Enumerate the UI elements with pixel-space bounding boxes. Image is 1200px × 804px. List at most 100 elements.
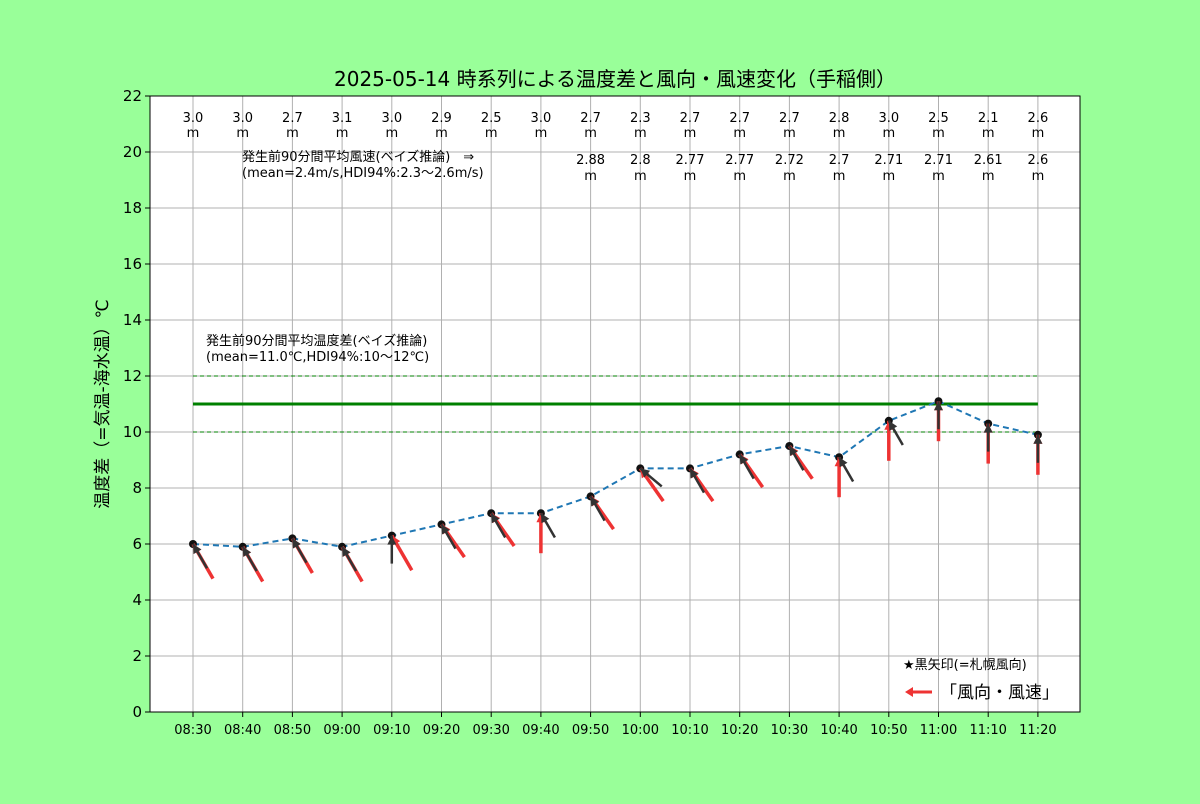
- black-wind-arrow-head: [839, 457, 848, 468]
- y-tick-label: 16: [123, 255, 142, 273]
- avg-speed-label: 2.77: [725, 153, 754, 168]
- black-wind-arrow: [738, 453, 755, 480]
- black-wind-arrow: [887, 420, 904, 446]
- x-tick-label: 11:10: [969, 723, 1006, 738]
- wind-speed-unit: m: [733, 126, 746, 141]
- wind-speed-unit: m: [684, 126, 697, 141]
- y-tick-label: 20: [123, 143, 142, 161]
- wind-speed-label: 3.0: [531, 111, 552, 126]
- x-tick-label: 08:40: [224, 723, 261, 738]
- x-tick-label: 09:20: [423, 723, 460, 738]
- wind-speed-label: 2.1: [978, 111, 999, 126]
- temp-annotation-line2: (mean=11.0℃,HDI94%:10〜12℃): [206, 350, 429, 365]
- black-wind-arrow: [440, 523, 457, 550]
- wind-speed-unit: m: [833, 126, 846, 141]
- black-wind-arrow-head: [540, 513, 550, 524]
- avg-speed-unit: m: [684, 169, 697, 184]
- wind-speed-label: 2.8: [829, 111, 850, 126]
- x-tick-label: 08:50: [274, 723, 311, 738]
- black-wind-arrow: [983, 423, 993, 452]
- x-tick-label: 11:00: [920, 723, 957, 738]
- black-wind-arrow-head: [888, 420, 898, 431]
- axis-layer: 0 2 4 6 8 10 12 14 16 18 20 22 08:30 08:40 08:50 09:00 0…: [123, 87, 1057, 738]
- black-wind-arrow-head: [491, 513, 500, 524]
- black-wind-arrow-head: [640, 468, 651, 478]
- legend-black-note: ★黒矢印(=札幌風向): [903, 657, 1027, 673]
- black-wind-arrow-head: [789, 446, 798, 457]
- avg-speed-unit: m: [783, 169, 796, 184]
- wind-speed-unit: m: [535, 126, 548, 141]
- x-tick-label: 10:30: [771, 723, 808, 738]
- wind-speed-label: 2.7: [779, 111, 800, 126]
- black-wind-arrow: [788, 445, 805, 471]
- avg-speed-label: 2.88: [576, 153, 605, 168]
- y-tick-label: 8: [132, 479, 142, 497]
- wind-speed-label: 3.0: [232, 111, 253, 126]
- black-wind-arrow: [291, 537, 308, 564]
- y-tick-label: 10: [123, 423, 142, 441]
- y-tick-label: 2: [132, 647, 142, 665]
- black-wind-arrow: [387, 535, 397, 564]
- wind-speed-unit: m: [882, 126, 895, 141]
- black-wind-arrow-head: [983, 423, 993, 433]
- wind-speed-unit: m: [385, 126, 398, 141]
- black-wind-arrow: [934, 401, 943, 430]
- avg-speed-label: 2.6: [1028, 153, 1049, 168]
- wind-speed-unit: m: [1032, 126, 1045, 141]
- wind-speed-unit: m: [783, 126, 796, 141]
- wind-speed-label: 3.1: [332, 111, 353, 126]
- legend-red-arrow-head: [905, 687, 913, 697]
- wind-speed-unit: m: [485, 126, 498, 141]
- wind-speed-unit: m: [236, 126, 249, 141]
- wind-speed-label: 2.7: [580, 111, 601, 126]
- avg-speed-label: 2.7: [829, 153, 850, 168]
- plot-frame: [149, 95, 1081, 713]
- x-tick-label: 10:00: [622, 723, 659, 738]
- hdi-band-layer: [193, 375, 1038, 433]
- wind-label-layer: 3.0m3.0m2.7m3.1m3.0m2.9m2.5m3.0m2.7m2.3m…: [183, 111, 1049, 184]
- black-wind-arrow: [539, 512, 556, 539]
- wind-speed-unit: m: [187, 126, 200, 141]
- wind-speed-unit: m: [336, 126, 349, 141]
- black-wind-arrow-head: [690, 468, 699, 479]
- black-wind-arrow: [838, 456, 855, 483]
- y-tick-label: 6: [132, 535, 142, 553]
- x-tick-label: 09:40: [522, 723, 559, 738]
- temp-annotation-line1: 発生前90分間平均温度差(ベイズ推論): [206, 333, 427, 349]
- x-tick-label: 11:20: [1019, 723, 1056, 738]
- y-tick-label: 18: [123, 199, 142, 217]
- black-wind-arrow: [341, 546, 358, 572]
- wind-speed-unit: m: [982, 126, 995, 141]
- x-tick-label: 10:40: [820, 723, 857, 738]
- y-tick-label: 4: [132, 591, 142, 609]
- avg-speed-label: 2.71: [924, 153, 953, 168]
- x-tick-label: 08:30: [174, 723, 211, 738]
- avg-speed-label: 2.77: [676, 153, 705, 168]
- black-wind-arrow-head: [387, 535, 397, 545]
- avg-speed-unit: m: [833, 169, 846, 184]
- y-tick-label: 22: [123, 87, 142, 105]
- avg-speed-unit: m: [733, 169, 746, 184]
- avg-speed-unit: m: [584, 169, 597, 184]
- wind-speed-unit: m: [286, 126, 299, 141]
- x-tick-label: 09:00: [323, 723, 360, 738]
- black-wind-arrow-head: [242, 546, 252, 557]
- y-axis-label: 温度差（=気温-海水温）℃: [93, 299, 113, 508]
- y-tick-label: 12: [123, 367, 142, 385]
- wind-speed-label: 2.5: [928, 111, 949, 126]
- x-tick-label: 10:50: [870, 723, 907, 738]
- chart-title: 2025-05-14 時系列による温度差と風向・風速変化（手稲側）: [334, 67, 896, 91]
- x-tick-label: 09:30: [472, 723, 509, 738]
- x-tick-label: 09:10: [373, 723, 410, 738]
- avg-speed-unit: m: [932, 169, 945, 184]
- wind-speed-unit: m: [584, 126, 597, 141]
- wind-speed-label: 2.7: [729, 111, 750, 126]
- wind-speed-label: 3.0: [183, 111, 204, 126]
- speed-annotation-line2: (mean=2.4m/s,HDI94%:2.3〜2.6m/s): [242, 166, 484, 181]
- wind-speed-unit: m: [932, 126, 945, 141]
- wind-speed-label: 2.6: [1028, 111, 1049, 126]
- avg-speed-label: 2.71: [874, 153, 903, 168]
- y-tick-label: 0: [132, 703, 142, 721]
- wind-speed-label: 3.0: [878, 111, 899, 126]
